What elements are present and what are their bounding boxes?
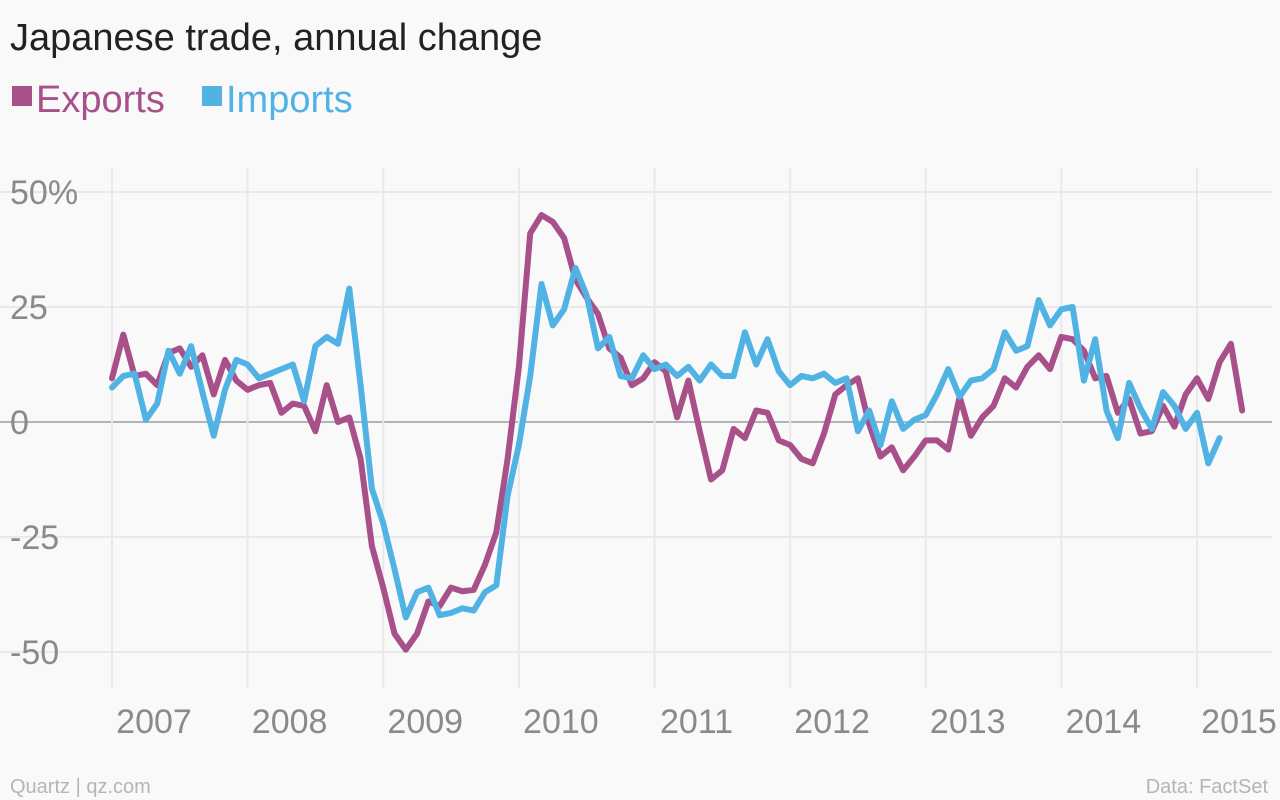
legend: Exports Imports (12, 79, 353, 121)
legend-label-imports: Imports (226, 79, 353, 121)
x-axis-ticks: 2007 2008 2009 2010 2011 2012 2013 2014 2015 (116, 703, 1277, 741)
chart-title: Japanese trade, annual change (10, 17, 542, 59)
x-tick-label: 2014 (1066, 703, 1142, 741)
y-tick-label: 50% (10, 174, 78, 212)
footer-credit: Quartz | qz.com (10, 776, 151, 798)
footer-source: Data: FactSet (1146, 776, 1269, 798)
x-tick-label: 2012 (794, 703, 870, 741)
series-line-imports (109, 264, 1223, 621)
y-tick-label: -25 (10, 519, 59, 557)
series-lines (109, 212, 1246, 653)
legend-swatch-exports (12, 86, 32, 106)
x-tick-label: 2013 (930, 703, 1006, 741)
legend-label-exports: Exports (36, 79, 165, 121)
x-tick-label: 2010 (523, 703, 599, 741)
series-line-exports (109, 212, 1246, 653)
x-tick-label: 2007 (116, 703, 192, 741)
x-tick-label: 2015 (1201, 703, 1277, 741)
x-tick-label: 2008 (252, 703, 328, 741)
y-tick-label: -50 (10, 634, 59, 672)
y-tick-label: 0 (10, 404, 29, 442)
x-tick-label: 2009 (387, 703, 463, 741)
legend-swatch-imports (202, 86, 222, 106)
gridlines (0, 168, 1272, 688)
y-axis-ticks: 50% 25 0 -25 -50 (10, 174, 78, 672)
y-tick-label: 25 (10, 289, 48, 327)
x-tick-label: 2011 (660, 703, 733, 741)
